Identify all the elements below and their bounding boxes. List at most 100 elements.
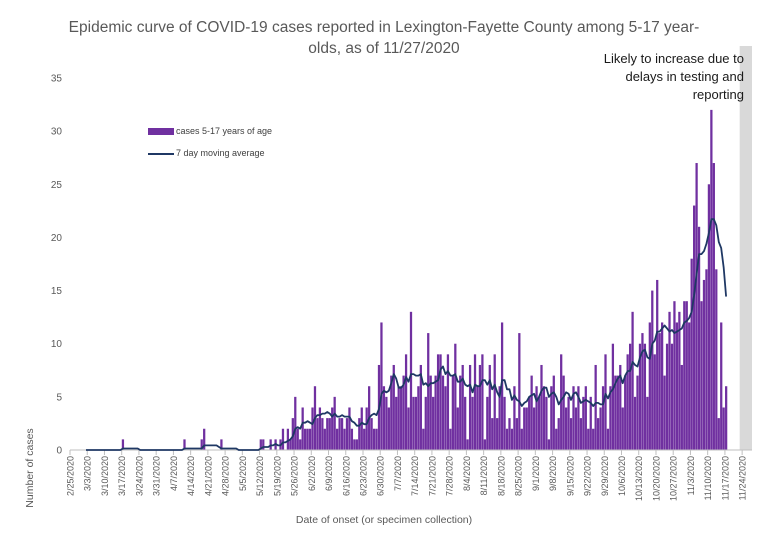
bar xyxy=(685,301,688,450)
x-tick-label: 6/2/2020 xyxy=(307,456,317,491)
x-tick-label: 11/3/2020 xyxy=(686,456,696,495)
bar xyxy=(552,375,555,450)
bar xyxy=(289,439,292,450)
bar xyxy=(306,428,309,450)
bar xyxy=(296,428,299,450)
x-tick-label: 6/30/2020 xyxy=(376,456,386,496)
bar xyxy=(587,428,590,450)
bar xyxy=(609,386,612,450)
bar xyxy=(562,375,565,450)
bar xyxy=(360,407,363,450)
bar xyxy=(424,396,427,450)
bar xyxy=(419,364,422,450)
x-tick-label: 10/6/2020 xyxy=(617,456,627,496)
bar xyxy=(203,428,206,450)
bar xyxy=(648,322,651,450)
legend-label-average: 7 day moving average xyxy=(176,148,265,158)
bar xyxy=(717,418,720,450)
bar xyxy=(579,418,583,450)
x-tick-label: 3/17/2020 xyxy=(117,456,127,496)
bar xyxy=(493,354,496,450)
bar xyxy=(456,407,459,450)
x-tick-label: 11/24/2020 xyxy=(738,456,748,500)
bar xyxy=(547,439,551,450)
bar xyxy=(626,354,629,450)
bar xyxy=(363,428,366,450)
bar xyxy=(550,386,553,450)
bar xyxy=(592,428,595,450)
bar xyxy=(323,428,326,450)
bar xyxy=(200,439,203,450)
x-tick-label: 8/4/2020 xyxy=(462,456,472,491)
bar xyxy=(675,322,679,450)
bar xyxy=(286,428,290,450)
bar xyxy=(619,364,622,450)
bar xyxy=(414,396,418,450)
y-axis-label: Number of cases xyxy=(24,428,36,508)
x-axis-label: Date of onset (or specimen collection) xyxy=(295,514,473,526)
bar xyxy=(387,407,390,450)
bar xyxy=(722,407,725,450)
bar xyxy=(303,428,307,450)
bar xyxy=(668,311,671,450)
bar xyxy=(624,375,627,450)
bar xyxy=(308,428,312,450)
bar xyxy=(567,396,570,450)
bar xyxy=(628,343,632,450)
x-tick-label: 9/1/2020 xyxy=(531,456,541,491)
bar xyxy=(725,386,728,450)
bar xyxy=(454,343,457,450)
bar xyxy=(535,386,538,450)
bar xyxy=(299,439,302,450)
bar xyxy=(638,343,642,450)
bar xyxy=(446,354,450,450)
bar xyxy=(404,354,408,450)
x-tick-label: 6/9/2020 xyxy=(324,456,334,491)
bar xyxy=(259,439,262,450)
bar xyxy=(358,418,361,450)
bar xyxy=(407,407,410,450)
bar xyxy=(508,418,511,450)
bar xyxy=(397,386,400,450)
bar xyxy=(459,375,462,450)
bar xyxy=(520,428,523,450)
bar xyxy=(611,343,615,450)
bar xyxy=(466,439,469,450)
x-tick-label: 4/7/2020 xyxy=(169,456,179,491)
bar xyxy=(582,396,585,450)
bar xyxy=(641,333,644,450)
bar xyxy=(343,428,346,450)
bar xyxy=(616,375,619,450)
bar xyxy=(621,407,624,450)
bar xyxy=(557,418,560,450)
bar xyxy=(355,439,358,450)
chart-title-line-1: Epidemic curve of COVID-19 cases reporte… xyxy=(68,19,700,36)
bar xyxy=(530,375,533,450)
x-tick-label: 7/7/2020 xyxy=(393,456,403,491)
bar xyxy=(542,386,546,450)
bar xyxy=(606,428,610,450)
bar xyxy=(555,428,558,450)
bar xyxy=(505,428,509,450)
legend-swatch-average xyxy=(148,152,174,155)
bar xyxy=(518,333,521,450)
bar xyxy=(385,396,388,450)
bar xyxy=(572,386,575,450)
bar xyxy=(523,407,526,450)
bar xyxy=(631,311,634,450)
bar xyxy=(528,396,531,450)
bar xyxy=(382,386,386,450)
bar xyxy=(370,418,373,450)
bar xyxy=(333,396,336,450)
bar xyxy=(316,418,319,450)
bar xyxy=(697,226,701,450)
bar xyxy=(688,322,691,450)
x-tick-label: 8/25/2020 xyxy=(514,456,524,496)
bar xyxy=(584,386,587,450)
x-tick-label: 10/13/2020 xyxy=(634,456,644,501)
bar xyxy=(513,386,516,450)
bar xyxy=(395,396,398,450)
bar xyxy=(449,428,452,450)
